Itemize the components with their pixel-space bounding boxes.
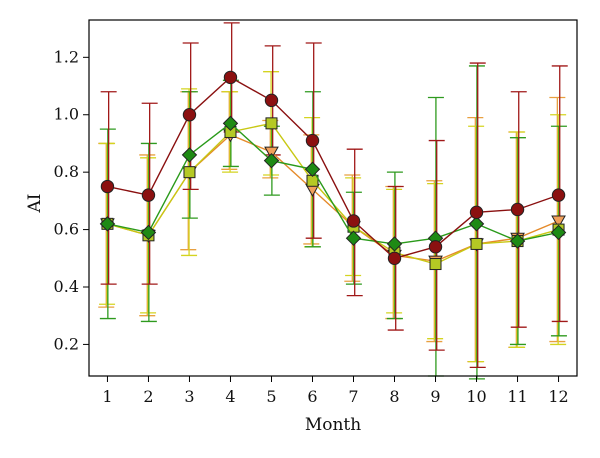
x-tick-label: 3 xyxy=(184,387,194,406)
y-tick-label: 0.6 xyxy=(54,220,79,239)
y-tick-label: 1.2 xyxy=(54,47,79,66)
x-tick-label: 9 xyxy=(430,387,440,406)
data-point xyxy=(223,70,238,85)
x-tick-label: 2 xyxy=(143,387,153,406)
data-point xyxy=(304,161,321,177)
error-bars-diamond xyxy=(99,65,567,380)
x-tick-label: 1 xyxy=(102,387,112,406)
data-point xyxy=(429,258,442,271)
y-tick-label: 0.4 xyxy=(54,277,79,296)
data-point xyxy=(141,188,156,202)
data-point xyxy=(264,93,279,108)
data-point xyxy=(469,205,484,220)
data-point xyxy=(99,216,116,232)
data-point xyxy=(183,166,196,179)
x-axis-label: Month xyxy=(305,415,361,435)
x-tick-label: 12 xyxy=(548,387,568,406)
y-tick-label: 0.8 xyxy=(54,162,79,181)
series-line xyxy=(107,76,559,260)
x-tick-label: 11 xyxy=(507,387,527,406)
data-point xyxy=(428,240,443,254)
series-line xyxy=(107,122,559,245)
series-layer xyxy=(98,22,568,380)
data-point xyxy=(263,152,280,169)
x-tick-label: 6 xyxy=(307,387,317,406)
data-point xyxy=(510,202,525,217)
data-point xyxy=(265,117,278,130)
series-line xyxy=(107,122,559,265)
data-point xyxy=(100,179,115,194)
x-tick-label: 7 xyxy=(348,387,358,406)
x-tick-label: 10 xyxy=(466,387,486,406)
data-point xyxy=(550,224,567,241)
y-tick-label: 1.0 xyxy=(54,105,79,124)
data-point xyxy=(387,251,402,265)
data-point xyxy=(470,237,483,250)
x-tick-label: 4 xyxy=(225,387,235,406)
axes-layer: 1 2 3 4 5 6 7 8 9 10 11 120.20.40.60.81.01.2 xyxy=(54,47,569,406)
data-point xyxy=(386,236,403,252)
data-point xyxy=(140,224,157,241)
y-axis-label: AI xyxy=(25,194,45,214)
x-tick-label: 5 xyxy=(266,387,276,406)
data-point xyxy=(551,188,566,202)
series-circle xyxy=(100,70,566,265)
error-bars-triangle-down xyxy=(98,91,566,363)
data-point xyxy=(468,216,485,232)
series-line xyxy=(107,134,559,262)
y-tick-label: 0.2 xyxy=(54,334,79,353)
series-square xyxy=(101,117,565,271)
x-tick-label: 8 xyxy=(389,387,399,406)
data-point xyxy=(551,215,566,229)
data-point xyxy=(222,115,239,132)
plot-frame xyxy=(88,19,578,377)
data-point xyxy=(182,108,197,122)
data-point xyxy=(345,230,362,246)
error-bars-square xyxy=(99,71,567,363)
data-point xyxy=(346,214,361,228)
series-diamond xyxy=(99,115,567,252)
data-point xyxy=(305,133,320,148)
data-point xyxy=(264,146,279,160)
data-point xyxy=(509,233,526,249)
error-bars-circle xyxy=(100,22,568,369)
data-point xyxy=(181,147,198,163)
